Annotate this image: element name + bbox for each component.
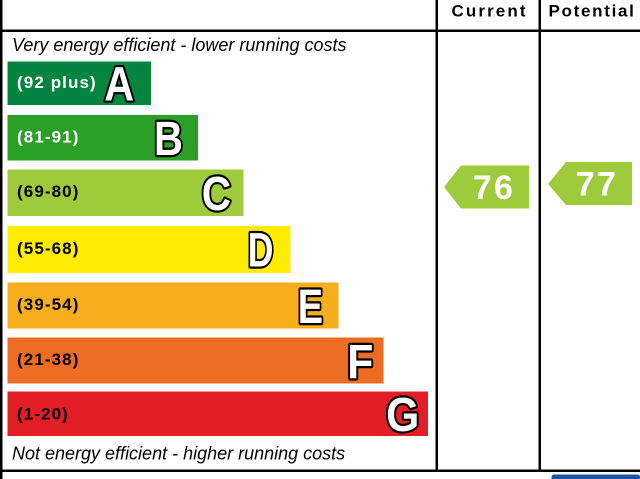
svg-text:(92 plus): (92 plus) <box>17 73 97 92</box>
svg-text:A: A <box>104 58 134 111</box>
svg-text:B: B <box>154 113 183 166</box>
svg-text:F: F <box>347 336 373 389</box>
svg-text:Potential: Potential <box>549 2 636 21</box>
svg-text:(39-54): (39-54) <box>17 295 80 314</box>
svg-text:Current: Current <box>452 2 528 21</box>
svg-text:(69-80): (69-80) <box>17 182 80 201</box>
svg-text:(55-68): (55-68) <box>17 239 80 258</box>
svg-text:Very energy efficient - lower: Very energy efficient - lower running co… <box>12 35 347 55</box>
svg-text:G: G <box>386 389 419 442</box>
svg-text:(1-20): (1-20) <box>17 404 69 423</box>
svg-text:76: 76 <box>473 169 515 207</box>
svg-text:E: E <box>298 281 323 334</box>
svg-text:Not energy efficient - higher: Not energy efficient - higher running co… <box>12 444 345 464</box>
svg-text:C: C <box>202 168 231 221</box>
svg-text:(81-91): (81-91) <box>17 127 80 146</box>
svg-text:77: 77 <box>576 166 618 204</box>
svg-text:D: D <box>248 225 274 278</box>
svg-text:(21-38): (21-38) <box>17 350 80 369</box>
